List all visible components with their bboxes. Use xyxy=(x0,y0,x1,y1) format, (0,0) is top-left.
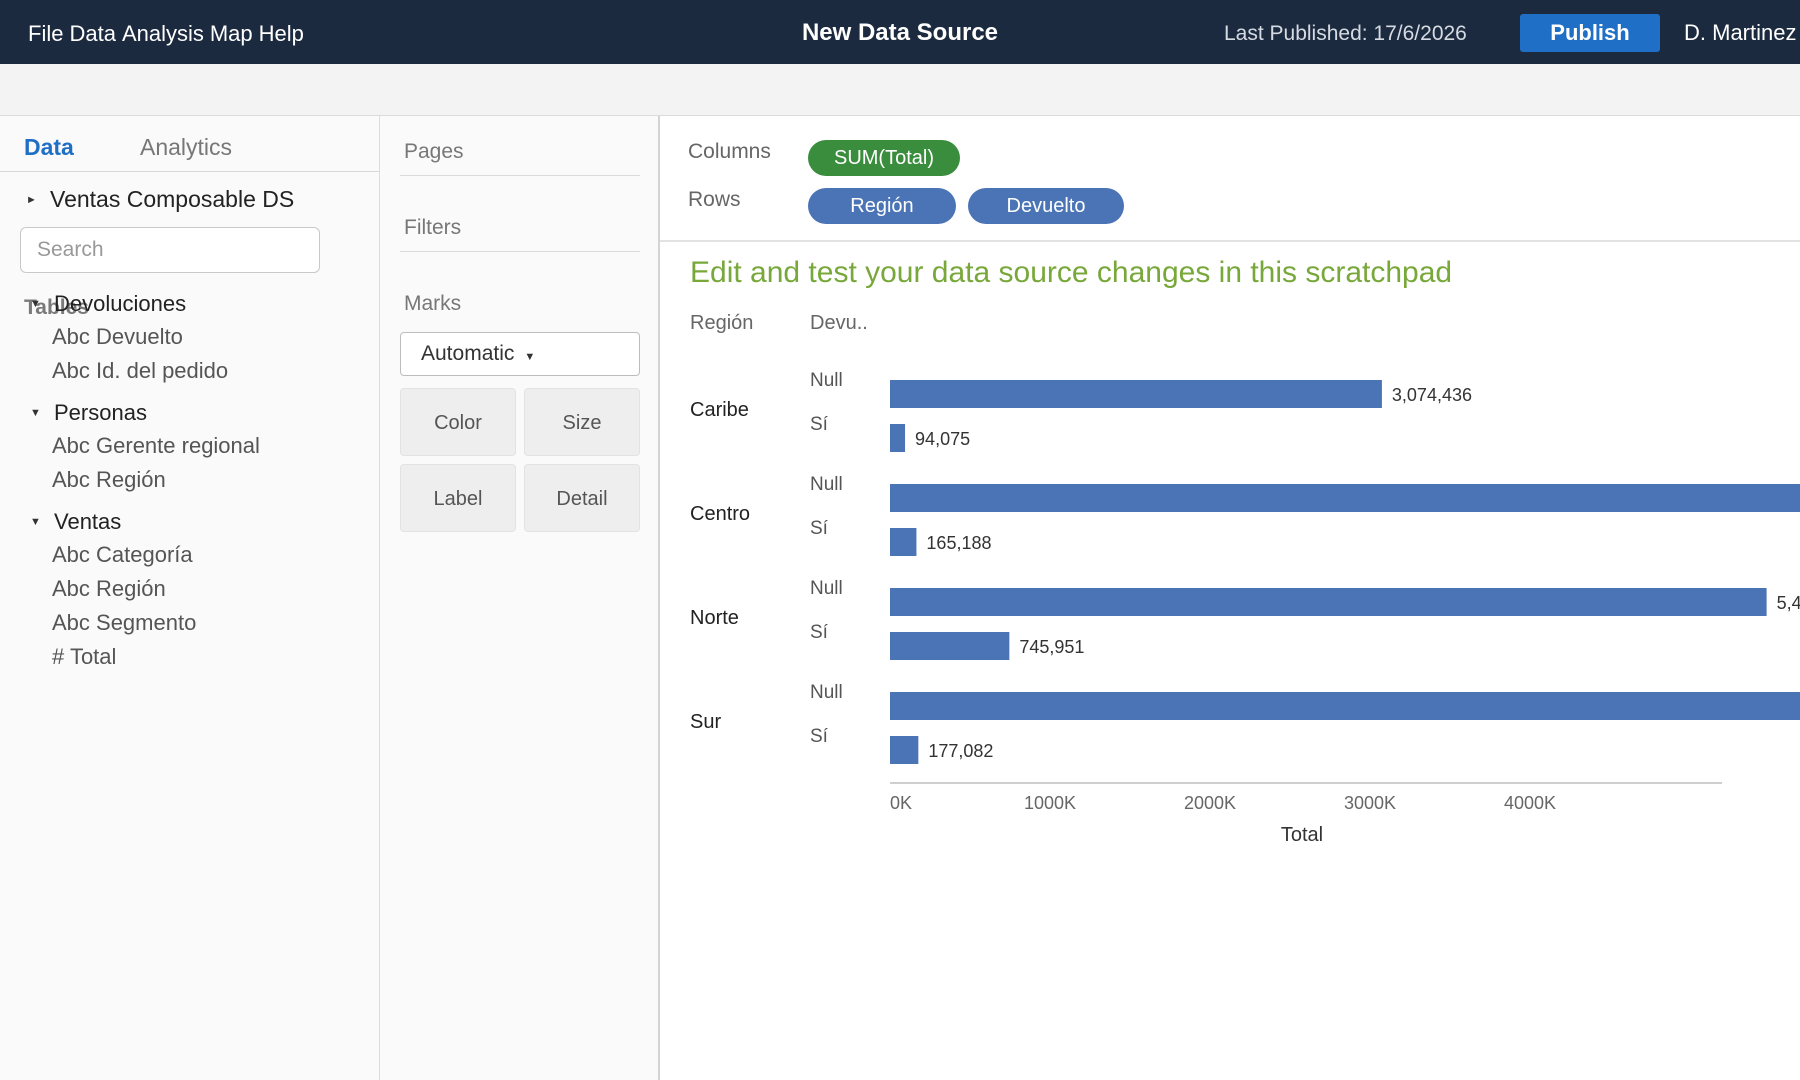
marks-type-value: Automatic xyxy=(421,342,515,365)
divider xyxy=(660,240,1800,242)
tree-group-label: Devoluciones xyxy=(54,291,187,316)
region-label: Caribe xyxy=(690,399,749,421)
region-label: Norte xyxy=(690,607,739,629)
field-item[interactable]: Abc Segmento xyxy=(52,610,197,635)
bar-chart: CaribeNull3,074,436Sí94,075CentroNull5,8… xyxy=(690,370,1800,846)
devuelto-label: Sí xyxy=(810,726,829,747)
bar xyxy=(890,528,917,556)
tables-heading: Tables xyxy=(24,296,89,319)
data-label: 745,951 xyxy=(1019,637,1084,657)
devuelto-label: Null xyxy=(810,474,843,495)
field-item[interactable]: Abc Gerente regional xyxy=(52,433,260,458)
x-axis-title: Total xyxy=(1281,824,1323,846)
bar xyxy=(890,484,1800,512)
x-tick-label: 1000K xyxy=(1024,793,1076,813)
data-pane: Data Analytics ► Ventas Composable DS Ta… xyxy=(0,116,380,1080)
detail-mark-button[interactable]: Detail xyxy=(524,464,640,532)
expand-down-icon: ▼ xyxy=(30,516,41,528)
menu-data[interactable]: Data xyxy=(69,21,116,46)
tree-group-label: Personas xyxy=(54,400,147,425)
tree-group-ventas[interactable]: ▼ Ventas xyxy=(30,509,121,535)
chevron-down-icon: ▼ xyxy=(524,351,536,363)
field-item[interactable]: Abc Categoría xyxy=(52,542,193,567)
filters-shelf-title: Filters xyxy=(404,216,462,239)
expand-down-icon: ▼ xyxy=(30,298,41,310)
label-mark-button[interactable]: Label xyxy=(400,464,516,532)
bar xyxy=(890,632,1010,660)
divider xyxy=(400,175,640,176)
bar xyxy=(890,380,1382,408)
field-item[interactable]: Abc Devuelto xyxy=(52,324,183,349)
data-label: 94,075 xyxy=(915,429,970,449)
devuelto-label: Null xyxy=(810,370,843,391)
region-label: Sur xyxy=(690,711,721,733)
menu-map[interactable]: Map xyxy=(209,21,253,46)
user-name[interactable]: D. Martinez xyxy=(1684,20,1797,45)
devuelto-label: Null xyxy=(810,682,843,703)
pages-shelf-title: Pages xyxy=(404,140,464,163)
bar xyxy=(890,588,1767,616)
row-header-region: Región xyxy=(690,312,754,334)
x-tick-label: 4000K xyxy=(1504,793,1556,813)
devuelto-label: Sí xyxy=(810,518,829,539)
search-input[interactable] xyxy=(20,227,320,273)
row-header-devuelto: Devu.. xyxy=(810,312,868,334)
canvas-area: Columns SUM(Total) Rows Región Devuelto … xyxy=(660,116,1800,1080)
devuelto-label: Sí xyxy=(810,622,829,643)
devuelto-label: Null xyxy=(810,578,843,599)
datasource-item[interactable]: ► Ventas Composable DS xyxy=(26,186,294,213)
bar xyxy=(890,736,919,764)
publish-button[interactable]: Publish xyxy=(1520,14,1660,52)
divider xyxy=(400,251,640,252)
field-item[interactable]: Abc Id. del pedido xyxy=(52,358,229,383)
marks-type-dropdown[interactable]: Automatic ▼ xyxy=(400,332,640,376)
expand-right-icon: ► xyxy=(26,193,37,206)
size-mark-button[interactable]: Size xyxy=(524,388,640,456)
tree-group-devoluciones[interactable]: ▼ Devoluciones xyxy=(30,291,186,317)
toolbar-strip xyxy=(0,64,1800,116)
shelves-pane: Pages Filters Marks Automatic ▼ Color Siz… xyxy=(380,116,660,1080)
columns-shelf-label: Columns xyxy=(688,140,771,163)
x-tick-label: 3000K xyxy=(1344,793,1396,813)
expand-down-icon: ▼ xyxy=(30,407,41,419)
data-label: 177,082 xyxy=(928,741,993,761)
x-tick-label: 2000K xyxy=(1184,793,1236,813)
top-bar: File Data Analysis Map Help New Data Sou… xyxy=(0,0,1800,64)
columns-pill-sum-total[interactable]: SUM(Total) xyxy=(808,140,960,176)
field-item[interactable]: Abc Región xyxy=(52,467,166,492)
devuelto-label: Sí xyxy=(810,414,829,435)
rows-shelf-label: Rows xyxy=(688,188,741,211)
pane-tabs: Data Analytics xyxy=(0,116,379,172)
data-label: 3,074,436 xyxy=(1392,385,1472,405)
menu-help[interactable]: Help xyxy=(258,21,304,46)
field-item[interactable]: Abc Región xyxy=(52,576,166,601)
tab-analytics[interactable]: Analytics xyxy=(140,134,233,160)
bar xyxy=(890,692,1800,720)
x-tick-label: 0K xyxy=(890,793,912,813)
tree-group-personas[interactable]: ▼ Personas xyxy=(30,400,147,426)
field-item[interactable]: # Total xyxy=(52,644,117,669)
color-mark-button[interactable]: Color xyxy=(400,388,516,456)
bar xyxy=(890,424,906,452)
last-published-text: Last Published: 17/6/2026 xyxy=(1224,22,1467,45)
menu-bar: File Data Analysis Map Help xyxy=(28,21,304,47)
data-label: 165,188 xyxy=(926,533,991,553)
menu-analysis[interactable]: Analysis xyxy=(121,21,204,46)
data-label: 5,478,737 xyxy=(1777,593,1800,613)
tab-data[interactable]: Data xyxy=(24,134,74,160)
rows-pill-devuelto[interactable]: Devuelto xyxy=(968,188,1124,224)
datasource-name: Ventas Composable DS xyxy=(50,186,295,212)
menu-file[interactable]: File xyxy=(28,21,64,46)
marks-title: Marks xyxy=(404,292,462,315)
rows-pill-region[interactable]: Región xyxy=(808,188,956,224)
scratchpad-title: Edit and test your data source changes i… xyxy=(690,256,1453,289)
region-label: Centro xyxy=(690,503,750,525)
tree-group-label: Ventas xyxy=(54,509,122,534)
